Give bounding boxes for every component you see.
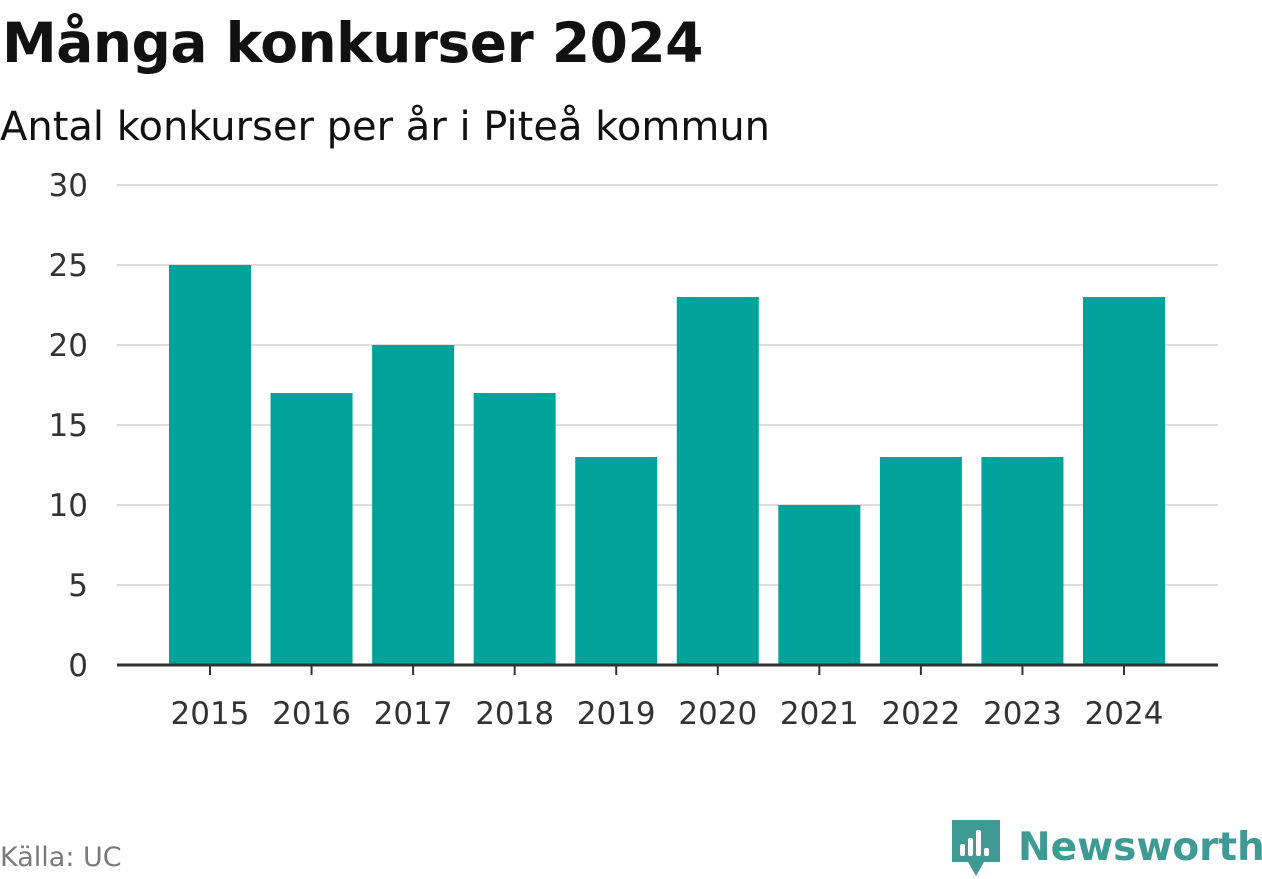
y-tick-label: 10 [49, 488, 88, 524]
y-tick-label: 30 [49, 168, 88, 204]
chart-subtitle: Antal konkurser per år i Piteå kommun [0, 104, 771, 150]
bars [169, 265, 1165, 665]
y-tick-label: 20 [49, 328, 88, 364]
y-tick-label: 0 [68, 648, 88, 684]
x-tick-label: 2022 [881, 696, 960, 732]
bar-2019 [575, 457, 658, 665]
bar-2015 [169, 265, 251, 665]
x-tick-label: 2017 [374, 696, 453, 732]
bar-2024 [1083, 297, 1165, 665]
y-axis-tick-labels: 0 5 10 15 20 25 30 [49, 168, 88, 684]
x-tick-label: 2021 [780, 696, 859, 732]
bar-2016 [270, 393, 353, 665]
brand-logo: Newsworthy [950, 818, 1262, 878]
bar-2023 [981, 457, 1064, 665]
x-tick-label: 2023 [983, 696, 1062, 732]
x-tick-label: 2018 [475, 696, 554, 732]
y-tick-label: 25 [49, 248, 88, 284]
bar-2020 [676, 297, 759, 665]
bar-2021 [778, 505, 861, 665]
x-tick-label: 2020 [678, 696, 757, 732]
x-tick-label: 2024 [1085, 696, 1164, 732]
source-note: Källa: UC [0, 842, 122, 873]
y-tick-label: 15 [49, 408, 88, 444]
bar-2022 [879, 457, 962, 665]
y-tick-label: 5 [68, 568, 88, 604]
x-axis: 2015 2016 2017 2018 2019 2020 2021 2022 2023 2024 [117, 663, 1218, 732]
x-tick-label: 2015 [171, 696, 250, 732]
x-tick-label: 2019 [577, 696, 656, 732]
bar-2018 [473, 393, 556, 665]
chart-title: Många konkurser 2024 [2, 11, 703, 75]
brand-name: Newsworthy [1018, 825, 1262, 870]
x-tick-label: 2016 [272, 696, 351, 732]
newsworthy-logo-icon [952, 820, 1000, 876]
bar-chart: 0 5 10 15 20 25 30 2015 2016 2017 2018 2019 2020 202… [49, 168, 1218, 732]
bar-2017 [372, 345, 455, 665]
